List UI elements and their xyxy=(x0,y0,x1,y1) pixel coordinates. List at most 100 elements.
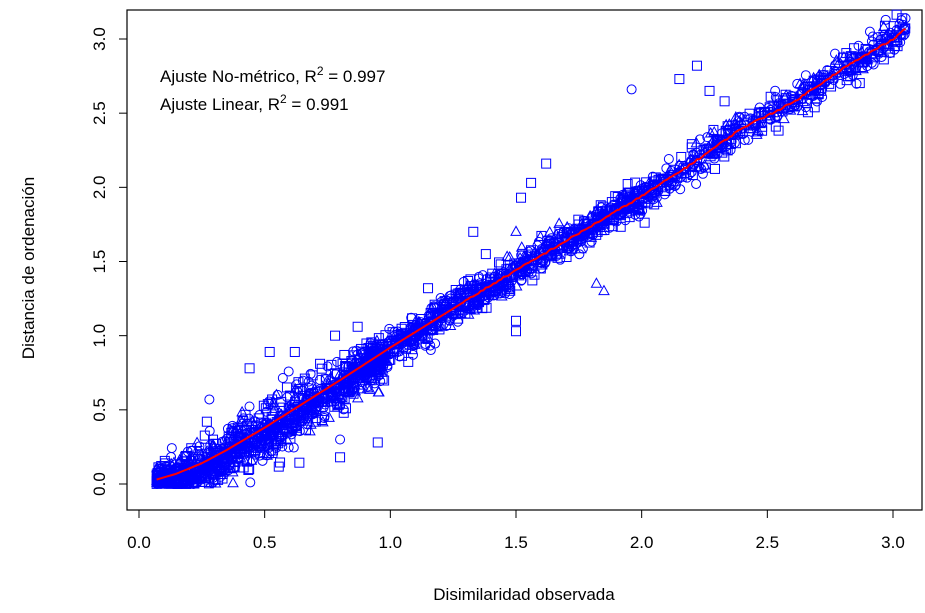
data-point xyxy=(509,258,520,269)
data-point xyxy=(244,464,255,475)
data-point xyxy=(324,371,337,382)
data-point xyxy=(622,179,633,190)
data-point xyxy=(770,121,781,132)
data-point xyxy=(797,95,810,107)
x-tick-label: 3.0 xyxy=(881,533,905,552)
data-point xyxy=(241,420,252,431)
data-point xyxy=(326,388,337,399)
data-point xyxy=(370,361,381,372)
data-point xyxy=(635,192,646,203)
data-point xyxy=(573,226,584,237)
data-point xyxy=(187,445,198,456)
data-point xyxy=(155,469,168,481)
data-point xyxy=(632,202,645,213)
data-point xyxy=(535,257,546,268)
data-point xyxy=(349,381,360,392)
data-point xyxy=(365,363,376,374)
data-point xyxy=(866,48,877,59)
x-tick-label: 2.5 xyxy=(756,533,780,552)
data-point xyxy=(408,337,419,348)
legend-line-2: Ajuste Linear, R2 = 0.991 xyxy=(160,92,349,114)
data-point xyxy=(273,461,284,472)
data-point xyxy=(781,93,792,104)
data-point xyxy=(205,440,216,451)
data-point xyxy=(412,315,425,327)
data-point xyxy=(717,147,728,158)
data-point xyxy=(303,413,314,424)
data-point xyxy=(205,476,217,488)
data-point xyxy=(765,91,776,102)
data-point xyxy=(584,237,595,248)
data-point xyxy=(420,332,431,343)
data-point xyxy=(623,206,634,217)
data-point xyxy=(356,343,367,354)
data-point xyxy=(276,396,287,407)
data-point xyxy=(543,225,556,237)
data-point xyxy=(568,243,579,254)
data-point xyxy=(365,338,376,349)
data-point xyxy=(516,275,527,286)
data-point xyxy=(417,331,428,342)
data-point xyxy=(319,399,330,410)
outlier-point xyxy=(201,416,212,427)
data-point xyxy=(495,290,508,301)
data-point xyxy=(261,450,272,461)
data-point xyxy=(676,151,687,162)
outlier-point xyxy=(526,177,537,188)
data-point xyxy=(315,358,326,369)
outlier-points xyxy=(201,60,730,463)
data-point xyxy=(858,56,869,67)
data-point xyxy=(729,111,742,122)
data-point xyxy=(487,268,498,279)
data-point xyxy=(322,396,333,407)
data-point xyxy=(300,413,311,424)
data-point xyxy=(670,179,681,190)
y-tick-label: 0.0 xyxy=(90,472,109,496)
data-point xyxy=(816,85,827,96)
data-point xyxy=(503,278,514,289)
data-point xyxy=(480,295,491,306)
data-point xyxy=(617,207,628,218)
data-point xyxy=(698,158,711,170)
outlier-point xyxy=(511,315,521,326)
x-tick-label: 0.0 xyxy=(127,533,151,552)
data-point xyxy=(227,476,239,488)
outlier-point xyxy=(510,225,522,236)
data-point xyxy=(319,413,330,424)
data-point xyxy=(294,457,305,468)
data-point xyxy=(460,308,471,319)
data-point xyxy=(266,399,279,411)
data-point xyxy=(186,455,197,466)
data-point xyxy=(602,211,613,222)
y-tick-label: 2.0 xyxy=(90,176,109,200)
legend-line-2-prefix: Ajuste Linear, R xyxy=(160,95,280,114)
data-point xyxy=(538,256,549,267)
data-point xyxy=(284,390,295,401)
data-point xyxy=(456,296,467,307)
data-point xyxy=(813,88,824,99)
data-point xyxy=(213,474,224,485)
data-point xyxy=(293,383,304,394)
data-point xyxy=(743,134,754,145)
data-point xyxy=(528,246,541,258)
data-point xyxy=(684,152,697,164)
data-point xyxy=(406,330,417,341)
data-point xyxy=(553,239,566,251)
data-point xyxy=(606,197,617,208)
outlier-point xyxy=(468,226,479,237)
x-tick-label: 1.0 xyxy=(379,533,403,552)
data-point xyxy=(425,316,436,327)
outlier-point xyxy=(704,85,715,96)
data-point xyxy=(471,291,484,303)
data-point xyxy=(565,232,578,243)
data-point xyxy=(322,361,333,372)
data-point xyxy=(686,139,697,150)
data-point xyxy=(200,458,213,470)
outlier-point xyxy=(264,346,275,357)
data-point xyxy=(331,379,343,391)
data-point xyxy=(302,419,313,430)
data-point xyxy=(585,231,598,242)
data-point xyxy=(702,132,713,143)
data-point xyxy=(770,85,781,96)
